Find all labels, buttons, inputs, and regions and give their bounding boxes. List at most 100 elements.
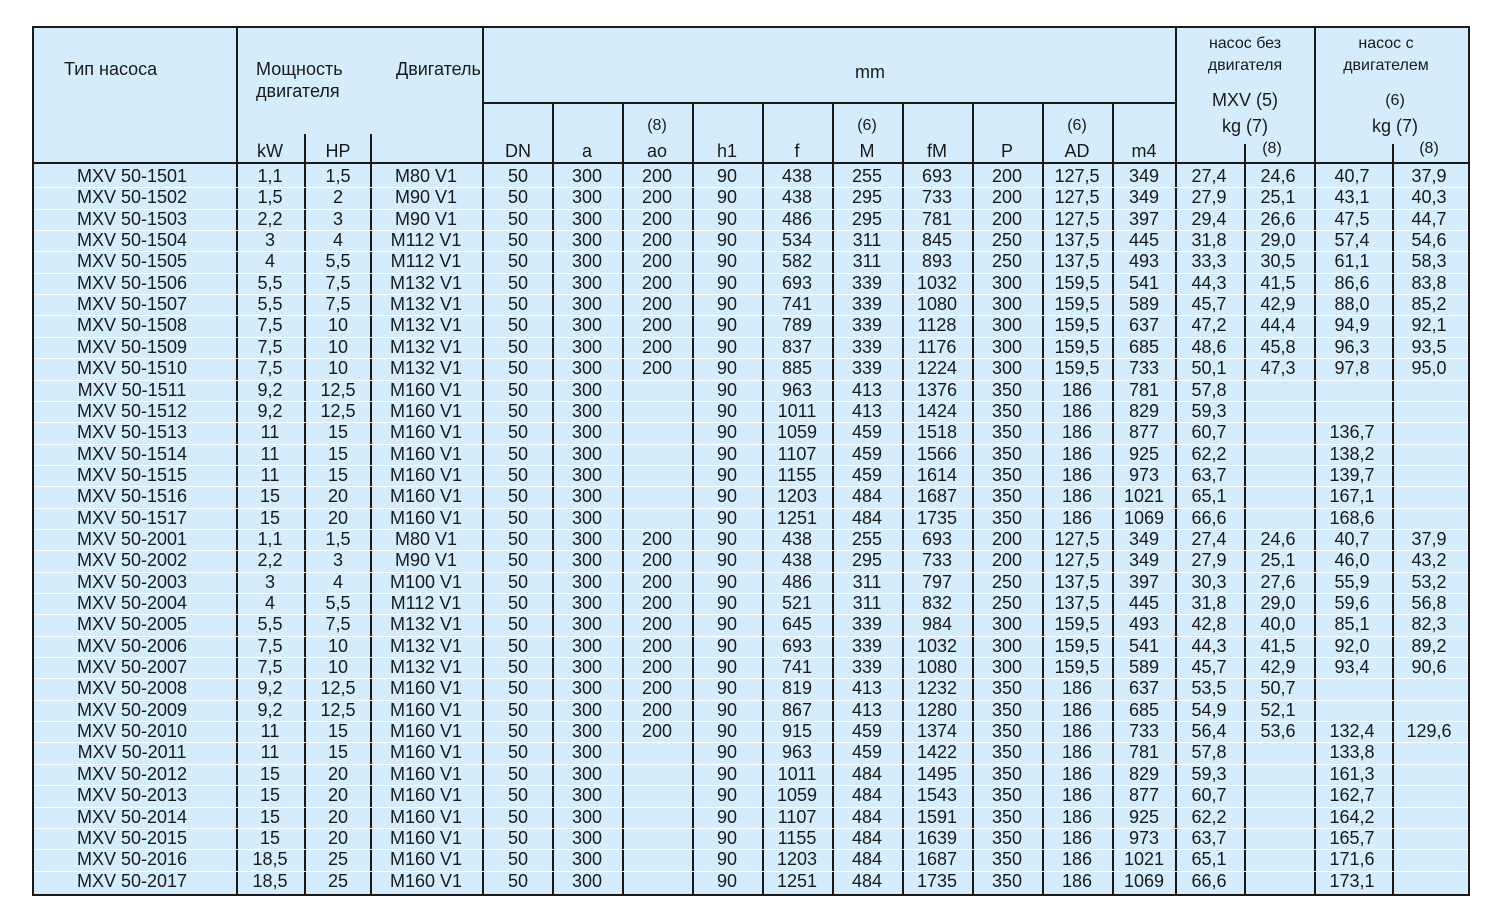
row-separator (34, 657, 1468, 659)
cell-m: 339 (851, 614, 883, 635)
cell-m: 255 (851, 166, 883, 186)
cell-dn: 50 (507, 721, 529, 742)
cell-hp: 12,5 (320, 678, 356, 699)
cell-weight-pump-motor-note8: 82,3 (1411, 614, 1447, 635)
cell-weight-pump-motor: 40,7 (1334, 528, 1370, 549)
cell-a: 300 (571, 272, 603, 293)
cell-weight-pump: 27,4 (1191, 528, 1227, 549)
row-separator (34, 336, 1468, 338)
cell-kw: 4 (264, 251, 276, 272)
cell-p: 250 (991, 230, 1023, 251)
cell-f: 1203 (776, 849, 818, 870)
cell-ad: 127,5 (1054, 166, 1100, 186)
cell-h1: 90 (716, 400, 738, 421)
cell-weight-pump-motor: 97,8 (1334, 358, 1370, 379)
cell-fm: 1591 (916, 806, 958, 827)
cell-weight-pump-motor: 139,7 (1329, 464, 1375, 485)
cell-h1: 90 (716, 507, 738, 528)
col-divider (1175, 28, 1177, 894)
cell-m: 484 (851, 486, 883, 507)
cell-ad: 159,5 (1054, 657, 1100, 678)
cell-p: 350 (991, 422, 1023, 443)
row-separator (34, 528, 1468, 530)
table-row: MXV 50-1517 15 20 M160 V1 50 300 90 1251 484 1735… (34, 508, 1468, 529)
cell-ad: 186 (1061, 678, 1093, 699)
header-ad: AD (1064, 141, 1090, 161)
cell-m: 295 (851, 208, 883, 229)
cell-weight-pump-note8: 30,5 (1260, 251, 1296, 272)
header-fm: fM (927, 141, 947, 161)
cell-kw: 9,2 (257, 678, 283, 699)
cell-m4: 1021 (1123, 486, 1165, 507)
cell-m4: 637 (1128, 315, 1160, 336)
cell-m4: 349 (1128, 166, 1160, 186)
cell-m4: 397 (1128, 571, 1160, 592)
cell-weight-pump-note8: 41,5 (1260, 635, 1296, 656)
cell-weight-pump-motor: 55,9 (1334, 571, 1370, 592)
table-row: MXV 50-2011 11 15 M160 V1 50 300 90 963 459 1422 3… (34, 742, 1468, 763)
cell-f: 1059 (776, 422, 818, 443)
cell-motor: M112 V1 (390, 593, 462, 613)
header-kw: kW (257, 141, 283, 161)
cell-motor: M160 V1 (389, 827, 463, 848)
row-separator (34, 230, 1468, 232)
table-row: MXV 50-1503 2,2 3 M90 V1 50 300 200 90 486 295 781… (34, 209, 1468, 230)
cell-weight-pump-motor-note8: 58,3 (1411, 251, 1447, 272)
cell-hp: 5,5 (325, 593, 351, 613)
cell-motor: M160 V1 (389, 870, 463, 891)
cell-pump-type: MXV 50-1511 (77, 379, 187, 400)
row-separator (34, 379, 1468, 381)
cell-f: 438 (781, 550, 813, 571)
cell-dn: 50 (507, 657, 529, 678)
cell-pump-type: MXV 50-1505 (76, 251, 188, 272)
cell-hp: 20 (327, 763, 349, 784)
cell-ad: 159,5 (1054, 294, 1100, 315)
cell-f: 693 (781, 272, 813, 293)
cell-h1: 90 (716, 593, 738, 613)
col-divider (1314, 28, 1316, 894)
cell-m4: 781 (1128, 742, 1160, 763)
cell-a: 300 (571, 785, 603, 806)
cell-hp: 12,5 (320, 699, 356, 720)
cell-a: 300 (571, 464, 603, 485)
cell-weight-pump: 44,3 (1191, 272, 1227, 293)
cell-motor: M132 V1 (389, 358, 463, 379)
cell-m4: 349 (1128, 550, 1160, 571)
cell-f: 1107 (777, 806, 817, 827)
cell-motor: M90 V1 (394, 187, 458, 208)
cell-kw: 2,2 (257, 208, 283, 229)
cell-pump-type: MXV 50-2003 (76, 571, 188, 592)
cell-pump-type: MXV 50-2002 (76, 550, 188, 571)
cell-weight-pump: 29,4 (1191, 208, 1227, 229)
cell-weight-pump-motor-note8: 89,2 (1411, 635, 1447, 656)
cell-fm: 1374 (916, 721, 958, 742)
cell-dn: 50 (507, 166, 529, 186)
cell-h1: 90 (716, 187, 738, 208)
cell-fm: 1495 (916, 763, 958, 784)
cell-a: 300 (571, 208, 603, 229)
cell-m: 311 (852, 251, 882, 272)
cell-ad: 159,5 (1054, 614, 1100, 635)
cell-weight-pump-motor-note8: 53,2 (1411, 571, 1447, 592)
header-divider (482, 102, 1175, 104)
cell-kw: 5,5 (257, 294, 283, 315)
cell-motor: M160 V1 (389, 742, 463, 763)
cell-hp: 12,5 (320, 400, 356, 421)
cell-f: 1203 (776, 486, 818, 507)
cell-m: 339 (851, 272, 883, 293)
cell-motor: M160 V1 (389, 400, 463, 421)
cell-ad: 159,5 (1054, 272, 1100, 293)
cell-kw: 11 (260, 443, 280, 464)
row-separator (34, 486, 1468, 488)
cell-motor: M112 V1 (390, 230, 462, 251)
cell-weight-pump-note8: 53,6 (1260, 721, 1296, 742)
cell-dn: 50 (507, 571, 529, 592)
cell-ad: 127,5 (1054, 550, 1100, 571)
cell-f: 963 (781, 379, 813, 400)
cell-p: 350 (991, 849, 1023, 870)
cell-weight-pump: 65,1 (1191, 849, 1227, 870)
cell-motor: M160 V1 (389, 507, 463, 528)
cell-weight-pump: 33,3 (1191, 251, 1227, 272)
cell-ad: 186 (1061, 806, 1093, 827)
cell-p: 350 (991, 742, 1023, 763)
